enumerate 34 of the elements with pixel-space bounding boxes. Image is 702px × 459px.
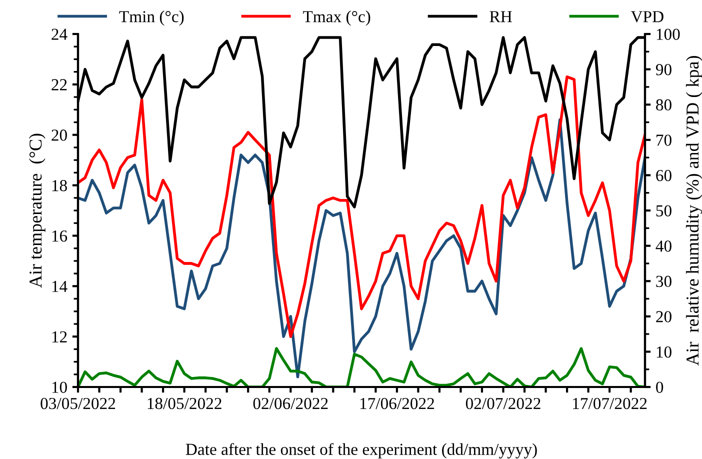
y-tick-label: 16: [52, 230, 68, 242]
y2-tick-label: 50: [656, 205, 672, 216]
legend-label: Tmin (°c): [119, 10, 184, 26]
y-tick-label: 14: [52, 280, 68, 292]
y-tick-label: 10: [52, 382, 67, 393]
line-series: [78, 75, 645, 338]
x-tick-label: 17/06/2022: [360, 398, 434, 410]
x-tick-label: 03/05/2022: [40, 398, 116, 410]
y2-tick-label: 60: [656, 170, 672, 182]
y2-axis-title: Air relative humudity (%) and VPD ( kpa): [686, 56, 702, 366]
y2-tick-label: 30: [656, 276, 672, 288]
y-tick-label: 18: [52, 180, 67, 192]
line-series: [78, 118, 645, 378]
x-tick-label: 17/07/2022: [573, 398, 647, 410]
x-tick-label: 02/07/2022: [466, 398, 540, 410]
legend-label: Tmax (°c): [303, 10, 370, 26]
y-tick-label: 20: [52, 130, 67, 141]
legend-label: VPD: [630, 11, 664, 22]
y2-tick-label: 70: [656, 134, 672, 146]
y2-tick-label: 0: [656, 382, 664, 393]
y2-tick-label: 90: [656, 64, 672, 76]
legend-label: RH: [490, 11, 512, 22]
y2-tick-label: 20: [656, 311, 672, 322]
y2-tick-label: 80: [656, 99, 672, 111]
x-axis-title: Date after the onset of the experiment (dd/mm/yyyy): [186, 443, 537, 458]
x-tick-label: 02/06/2022: [253, 398, 328, 410]
y-axis-title: Air temperature (°C): [28, 134, 46, 288]
x-tick-label: 18/05/2022: [148, 398, 222, 410]
y2-tick-label: 10: [656, 346, 672, 358]
y2-tick-label: 40: [656, 240, 672, 252]
y2-tick-label: 100: [656, 28, 680, 40]
y-tick-label: 24: [52, 28, 68, 40]
y-tick-label: 22: [52, 79, 67, 90]
y-tick-label: 12: [52, 331, 67, 342]
